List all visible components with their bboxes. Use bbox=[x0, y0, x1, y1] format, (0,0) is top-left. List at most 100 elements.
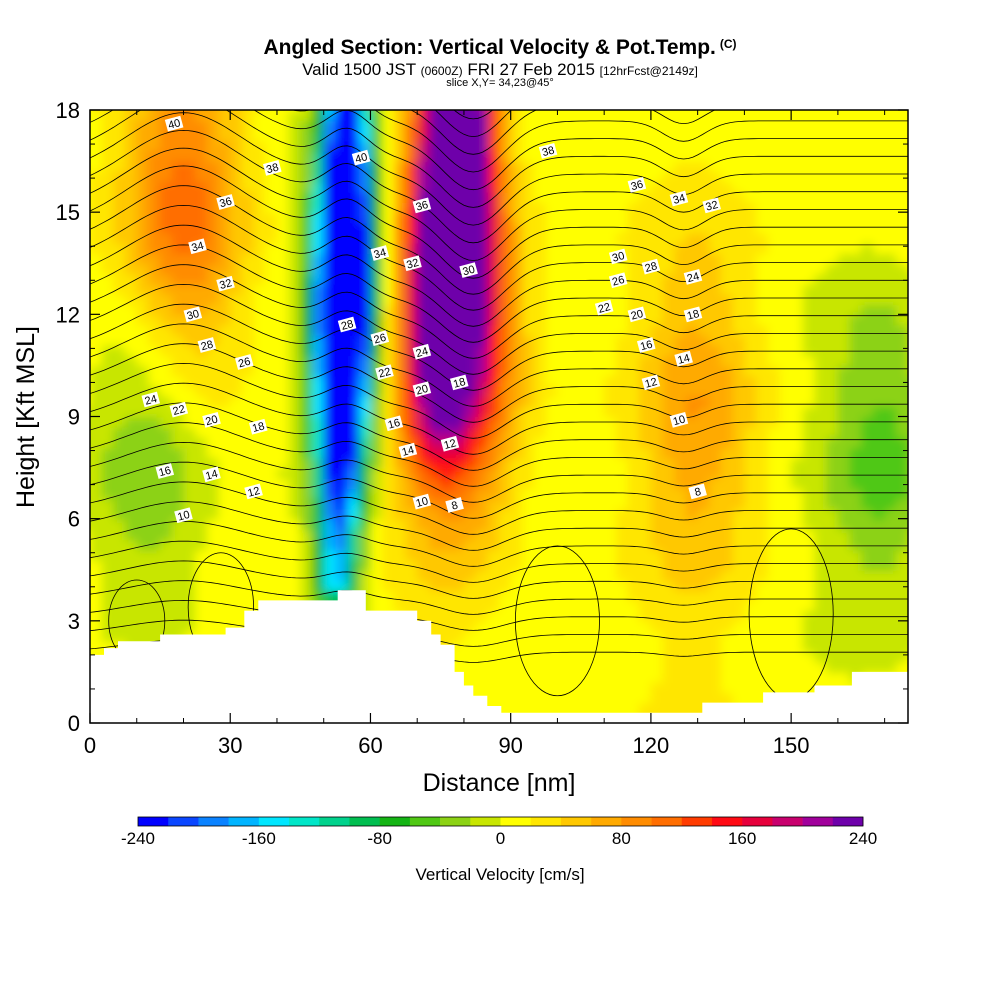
x-tick-label: 0 bbox=[84, 733, 96, 758]
contour-label: 32 bbox=[702, 197, 721, 214]
contour-label: 8 bbox=[688, 483, 707, 500]
valid-date: FRI 27 Feb 2015 bbox=[467, 60, 595, 79]
contour-label: 34 bbox=[669, 190, 689, 207]
colorbar-swatch bbox=[440, 817, 471, 826]
contour-label-text: 18 bbox=[251, 420, 266, 435]
theta-contour-line bbox=[410, 110, 716, 155]
contour-label: 22 bbox=[375, 364, 394, 381]
theta-contour-line bbox=[90, 501, 908, 551]
contour-label: 16 bbox=[384, 415, 404, 432]
terrain bbox=[90, 590, 908, 723]
contour-label: 36 bbox=[412, 197, 432, 214]
contour-label: 20 bbox=[412, 381, 432, 398]
colorbar-swatch bbox=[409, 817, 441, 826]
contour-label: 14 bbox=[398, 442, 418, 459]
theta-contour-line bbox=[90, 112, 908, 226]
contour-label: 32 bbox=[403, 255, 422, 272]
contour-label: 10 bbox=[412, 493, 432, 510]
theta-contour-line bbox=[90, 303, 908, 391]
contour-label: 28 bbox=[197, 337, 217, 354]
theta-contour-line bbox=[90, 441, 908, 503]
theta-contour-line bbox=[90, 599, 908, 631]
contour-label: 10 bbox=[174, 507, 193, 524]
theta-contour-line bbox=[434, 110, 512, 138]
theta-contour-line bbox=[90, 110, 908, 191]
contour-label: 18 bbox=[248, 418, 268, 435]
colorbar-swatch bbox=[470, 817, 501, 826]
theta-contour-line bbox=[90, 283, 908, 375]
forecast-info: [12hrFcst@2149z] bbox=[599, 64, 698, 78]
contour-label-text: 26 bbox=[611, 274, 626, 289]
theta-contour-line bbox=[90, 343, 908, 423]
colorbar-swatch bbox=[349, 817, 380, 826]
theta-contour-line bbox=[90, 0, 908, 101]
contour-label-text: 28 bbox=[644, 260, 659, 275]
colorbar-swatch bbox=[711, 817, 743, 826]
contour-label: 14 bbox=[674, 350, 693, 367]
contour-labels: 40 38 36 34 32 30 28 26 24 22 20 18 16 14 12 10 40 36 34 32… bbox=[141, 115, 721, 524]
colorbar-frame bbox=[137, 816, 864, 827]
theta-contour-line bbox=[90, 204, 908, 311]
contour-label-text: 38 bbox=[541, 144, 556, 159]
contour-label-text: 24 bbox=[144, 393, 159, 408]
contour-label-text: 16 bbox=[387, 417, 402, 432]
contour-label-text: 36 bbox=[415, 199, 430, 214]
colorbar-tick-label: 80 bbox=[612, 829, 631, 848]
y-tick-label: 0 bbox=[68, 711, 80, 736]
contour-label-text: 24 bbox=[686, 270, 701, 285]
contour-label: 38 bbox=[263, 160, 282, 176]
contour-label-text: 36 bbox=[630, 179, 645, 194]
contour-label-text: 32 bbox=[405, 257, 420, 272]
colorbar-tick-label: 240 bbox=[849, 829, 877, 848]
theta-contour-line bbox=[90, 110, 908, 208]
contour-label: 26 bbox=[234, 354, 254, 370]
colorbar-swatch bbox=[591, 817, 622, 826]
contour-label-text: 10 bbox=[176, 509, 191, 524]
valid-time: Valid 1500 JST bbox=[302, 60, 416, 79]
contour-label: 28 bbox=[641, 258, 661, 275]
contour-label: 24 bbox=[141, 391, 161, 408]
theta-contour-line bbox=[90, 560, 908, 599]
contour-label: 32 bbox=[216, 275, 235, 292]
colorbar-swatch bbox=[228, 817, 260, 826]
contour-label-text: 12 bbox=[644, 376, 659, 391]
y-axis-title: Height [Kft MSL] bbox=[12, 326, 40, 508]
x-tick-label: 120 bbox=[633, 733, 670, 758]
colorbar-swatch bbox=[168, 817, 199, 826]
theta-contour-line bbox=[90, 0, 908, 66]
contour-label-text: 18 bbox=[452, 376, 467, 391]
theta-contour-line bbox=[90, 129, 908, 244]
contour-label-text: 32 bbox=[704, 199, 719, 214]
contour-label: 12 bbox=[440, 435, 460, 452]
theta-contour-line bbox=[90, 580, 908, 615]
contour-label: 12 bbox=[641, 374, 661, 391]
contour-label-text: 22 bbox=[597, 301, 612, 316]
contour-label: 34 bbox=[188, 238, 207, 255]
theta-contour-line bbox=[90, 422, 908, 487]
theta-contour-line bbox=[90, 264, 908, 359]
colorbar-swatch bbox=[651, 817, 683, 826]
colorbar-swatch bbox=[379, 817, 411, 826]
contour-label-text: 14 bbox=[204, 468, 219, 483]
theta-contour-line bbox=[90, 244, 908, 343]
contour-label-text: 12 bbox=[443, 437, 458, 452]
chart-valid-line: Valid 1500 JST (0600Z) FRI 27 Feb 2015 [… bbox=[0, 60, 1000, 80]
y-tick-label: 6 bbox=[68, 507, 80, 532]
theta-contour-line bbox=[290, 110, 908, 173]
theta-contour-line bbox=[90, 362, 908, 439]
contour-label: 26 bbox=[370, 330, 390, 347]
contour-label: 30 bbox=[459, 262, 478, 278]
theta-contour-line bbox=[90, 323, 908, 407]
contour-label: 28 bbox=[337, 316, 357, 333]
contour-label: 38 bbox=[538, 143, 558, 159]
contour-label-text: 30 bbox=[461, 264, 476, 279]
theta-contour-line bbox=[90, 224, 908, 327]
contour-label: 14 bbox=[202, 466, 221, 483]
theta-contour-line bbox=[90, 147, 908, 261]
contour-label: 8 bbox=[445, 497, 464, 513]
contour-label-text: 20 bbox=[630, 308, 645, 323]
contour-label-text: 40 bbox=[167, 117, 182, 132]
contour-label-text: 28 bbox=[200, 339, 215, 354]
contour-label: 30 bbox=[608, 248, 628, 265]
